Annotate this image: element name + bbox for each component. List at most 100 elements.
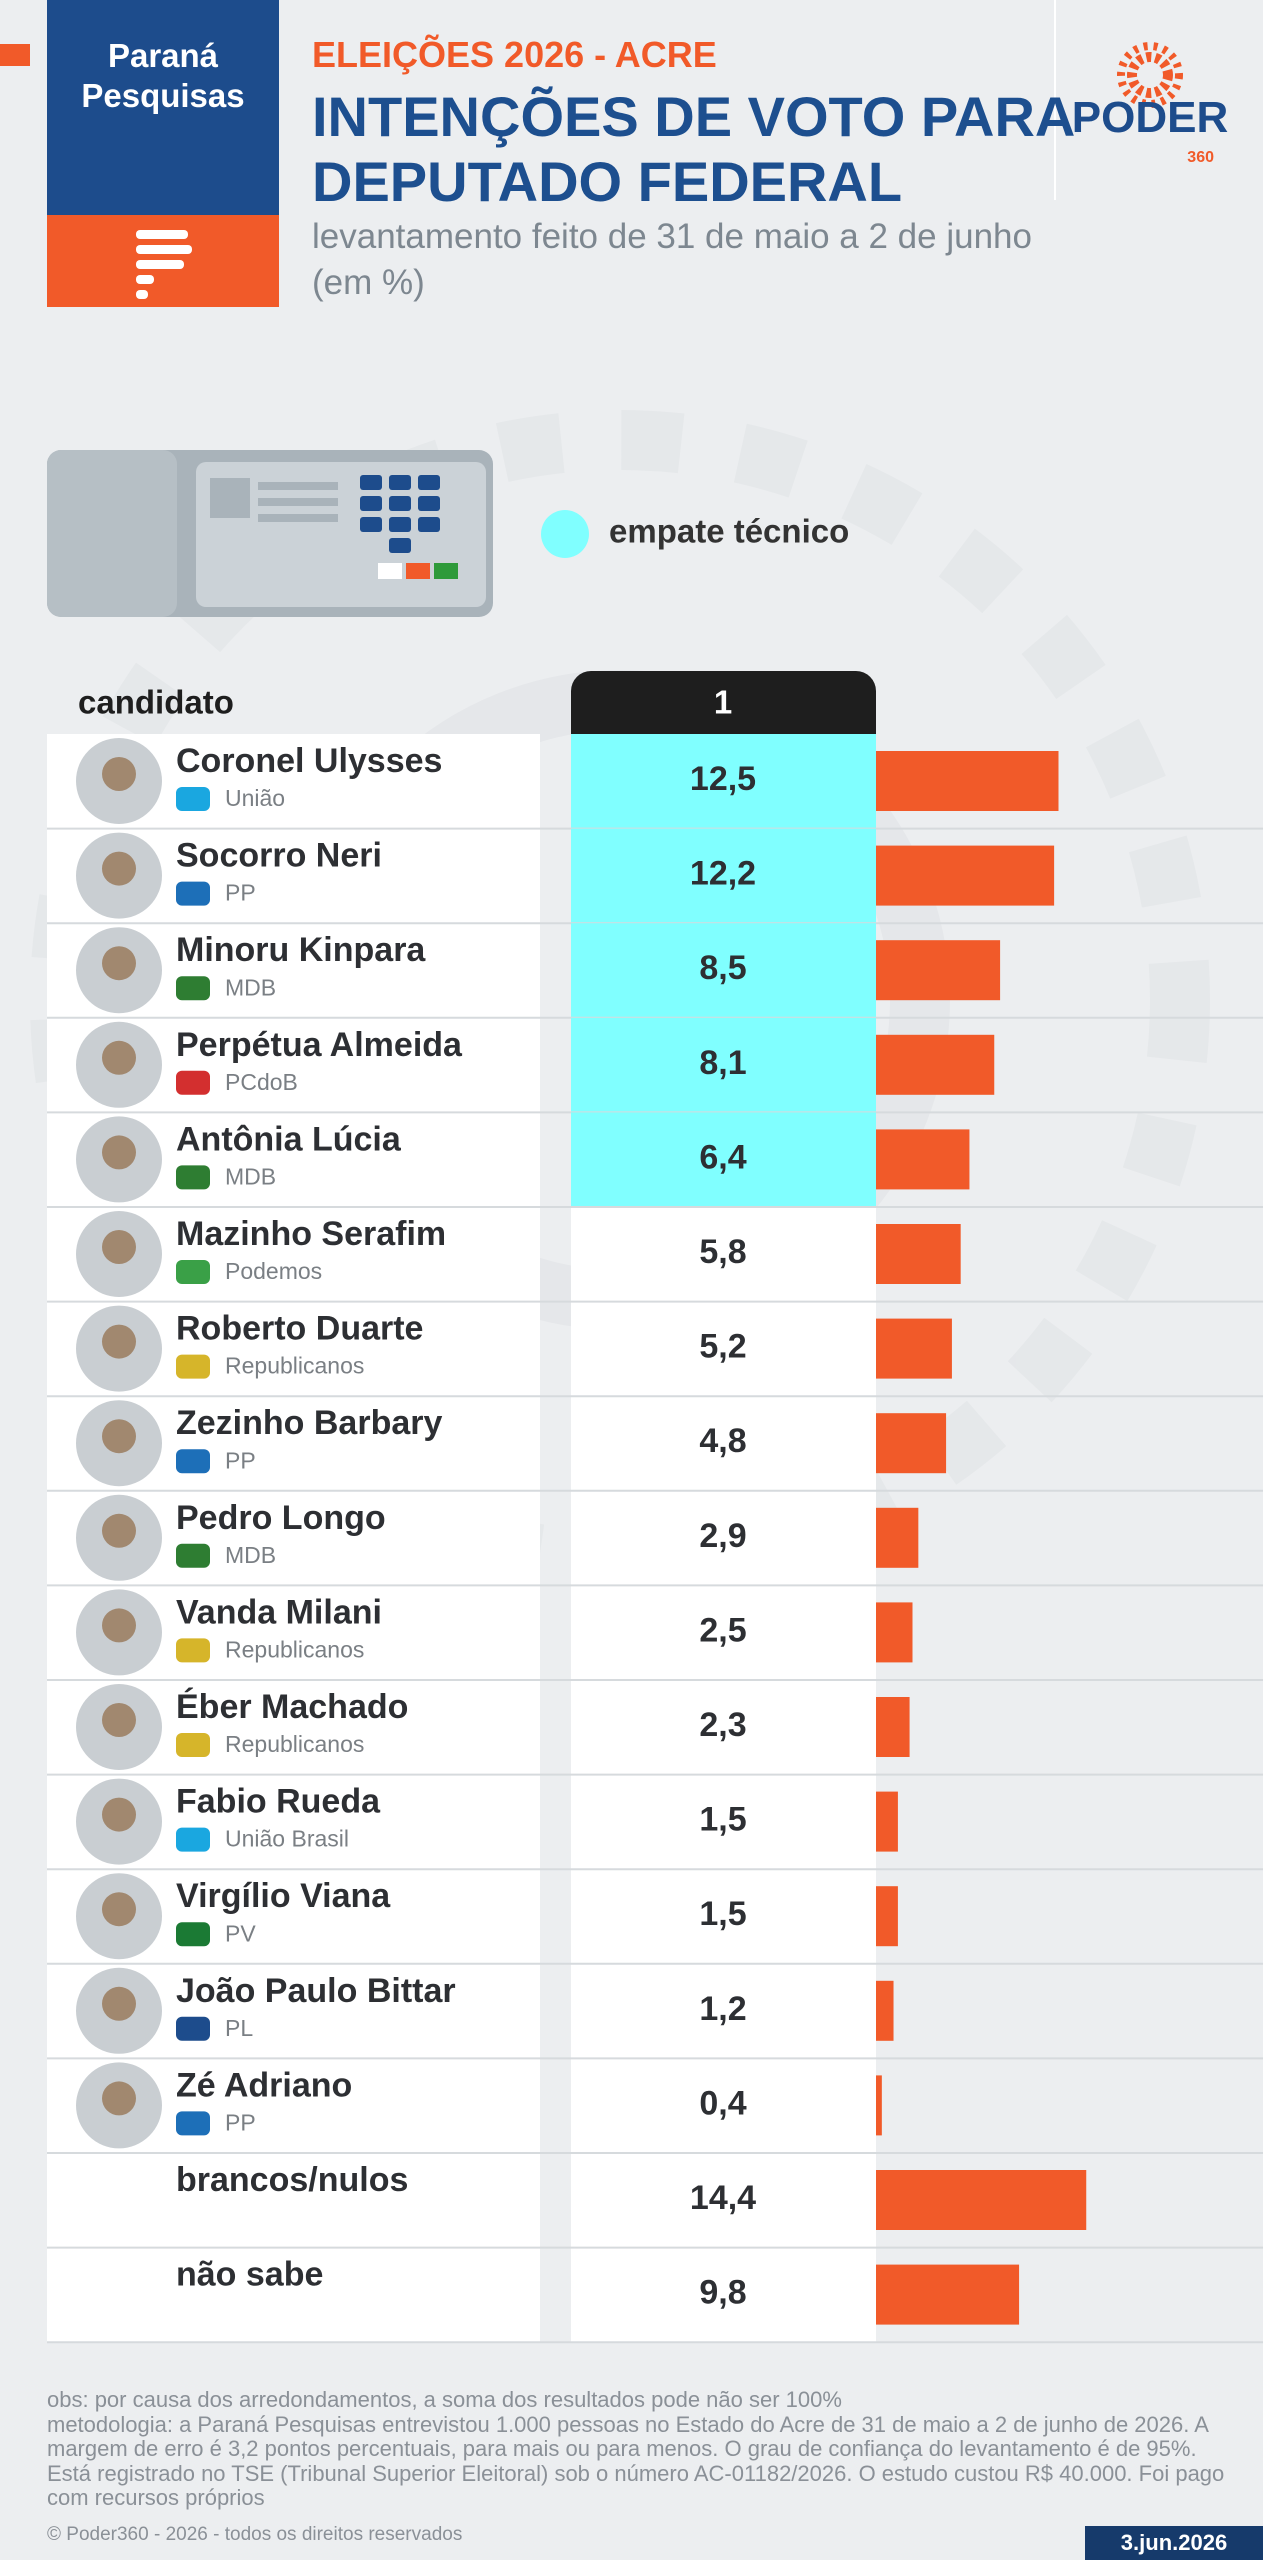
party-icon xyxy=(176,1638,210,1663)
bar xyxy=(876,1791,898,1852)
candidate-name: Socorro Neri xyxy=(176,837,382,875)
party-name: MDB xyxy=(225,1542,276,1568)
party-icon xyxy=(176,881,210,906)
candidate-photo-face xyxy=(102,946,136,981)
candidate-photo-face xyxy=(102,1230,136,1264)
party-icon xyxy=(176,2111,210,2136)
value-label: 4,8 xyxy=(699,1422,746,1460)
party-name: União xyxy=(225,785,285,811)
value-label: 1,5 xyxy=(699,1895,746,1933)
bar xyxy=(876,2075,882,2136)
column-header-tab xyxy=(571,671,876,734)
candidate-name: Roberto Duarte xyxy=(176,1310,423,1348)
candidate-photo-face xyxy=(102,1419,136,1454)
party-icon xyxy=(176,1070,210,1095)
note: metodologia: a Paraná Pesquisas entrevis… xyxy=(47,2411,1225,2510)
candidate-name: João Paulo Bittar xyxy=(176,1972,456,2010)
outlet-logo-sub: 360 xyxy=(1187,149,1214,166)
bar xyxy=(876,1034,995,1095)
candidate-photo-face xyxy=(102,1986,136,2021)
party-name: PV xyxy=(225,1920,256,1946)
outlet-logo: PODER xyxy=(1072,93,1228,142)
legend-label: empate técnico xyxy=(609,513,849,550)
candidate-photo-face xyxy=(102,1324,136,1359)
bar xyxy=(876,1413,947,1474)
bar xyxy=(876,1886,898,1947)
party-icon xyxy=(176,1449,210,1474)
party-icon xyxy=(176,1354,210,1379)
party-icon xyxy=(176,787,210,811)
pollster-logo-icon xyxy=(136,230,192,299)
tie-highlight xyxy=(571,1017,876,1113)
candidate-name: Virgílio Viana xyxy=(176,1877,391,1915)
candidate-name: Coronel Ulysses xyxy=(176,742,442,780)
tie-highlight xyxy=(571,828,876,924)
candidate-name: brancos/nulos xyxy=(176,2161,408,2199)
bar xyxy=(876,2264,1020,2325)
candidate-name: Éber Machado xyxy=(176,1688,408,1726)
bar xyxy=(876,1318,952,1379)
party-icon xyxy=(176,1543,210,1568)
party-name: União Brasil xyxy=(225,1826,349,1852)
value-label: 8,1 xyxy=(699,1044,746,1082)
candidate-name: não sabe xyxy=(176,2256,323,2294)
bar xyxy=(876,1602,913,1663)
party-icon xyxy=(176,1827,210,1852)
bar xyxy=(876,940,1001,1001)
party-name: Republicanos xyxy=(225,1353,364,1379)
accent-tab xyxy=(0,44,30,66)
party-name: Republicanos xyxy=(225,1636,364,1662)
party-name: Podemos xyxy=(225,1258,322,1284)
candidate-name: Pedro Longo xyxy=(176,1499,386,1537)
value-label: 1,2 xyxy=(699,1990,746,2028)
candidate-photo-face xyxy=(102,1135,136,1170)
tie-highlight xyxy=(571,1112,876,1207)
party-name: PCdoB xyxy=(225,1069,298,1095)
notes: obs: por causa dos arredondamentos, a so… xyxy=(47,2387,1227,2511)
value-label: 9,8 xyxy=(699,2274,746,2312)
bar xyxy=(876,1129,970,1190)
party-icon xyxy=(176,1165,210,1190)
chart-title: INTENÇÕES DE VOTO PARA DEPUTADO FEDERAL xyxy=(312,85,1074,213)
candidate-photo-face xyxy=(102,1513,136,1548)
candidate-photo-face xyxy=(102,757,136,791)
candidate-name: Minoru Kinpara xyxy=(176,931,426,969)
tie-highlight xyxy=(571,734,876,829)
party-icon xyxy=(176,1922,210,1947)
bar xyxy=(876,751,1059,811)
value-label: 5,8 xyxy=(699,1233,746,1271)
party-name: MDB xyxy=(225,1163,276,1189)
row-header: candidato xyxy=(78,684,234,721)
tie-highlight xyxy=(571,923,876,1018)
party-name: PP xyxy=(225,1447,256,1473)
value-label: 12,5 xyxy=(690,760,756,798)
candidate-photo-face xyxy=(102,1608,136,1643)
value-label: 2,5 xyxy=(699,1611,746,1649)
value-label: 2,3 xyxy=(699,1706,746,1744)
value-label: 2,9 xyxy=(699,1517,746,1555)
legend-swatch xyxy=(541,510,589,558)
value-label: 8,5 xyxy=(699,949,746,987)
candidate-photo-face xyxy=(102,1892,136,1927)
candidate-photo-face xyxy=(102,2081,136,2116)
value-label: 6,4 xyxy=(699,1138,746,1176)
candidate-name: Antônia Lúcia xyxy=(176,1120,402,1158)
candidate-name: Zé Adriano xyxy=(176,2066,352,2104)
pollster-name: Paraná Pesquisas xyxy=(81,37,245,114)
value-label: 12,2 xyxy=(690,855,756,893)
voting-machine xyxy=(47,450,493,617)
kicker: ELEIÇÕES 2026 - ACRE xyxy=(312,34,717,75)
party-name: PP xyxy=(225,880,256,906)
pollster-logo-box xyxy=(47,0,279,215)
bar xyxy=(876,1980,894,2041)
candidate-photo-face xyxy=(102,851,136,886)
candidate-photo-face xyxy=(102,1797,136,1832)
bar xyxy=(876,2170,1087,2230)
party-icon xyxy=(176,1260,210,1284)
value-label: 0,4 xyxy=(699,2084,746,2122)
candidate-name: Perpétua Almeida xyxy=(176,1026,463,1064)
party-icon xyxy=(176,1733,210,1757)
outlet-logo-sun xyxy=(1117,42,1183,108)
candidate-photo-face xyxy=(102,1040,136,1075)
